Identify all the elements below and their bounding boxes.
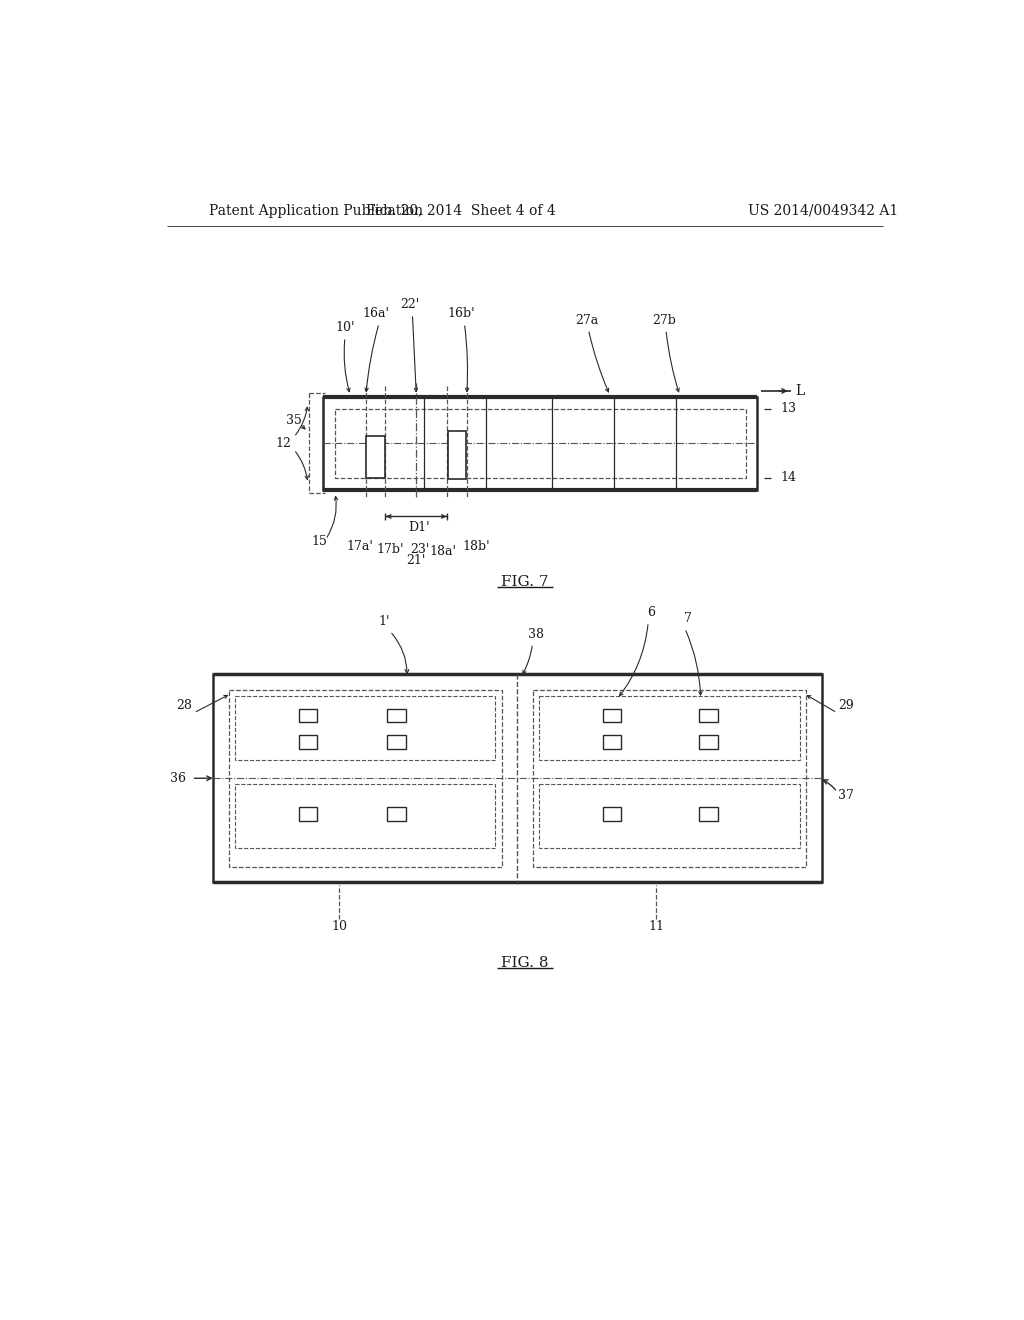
Text: 28: 28 xyxy=(176,698,191,711)
Text: D1': D1' xyxy=(409,520,430,533)
Text: 6: 6 xyxy=(647,606,655,619)
Bar xyxy=(539,696,800,759)
Text: 22': 22' xyxy=(400,298,420,312)
Bar xyxy=(234,696,496,759)
Bar xyxy=(699,807,718,821)
Bar xyxy=(602,807,622,821)
Text: 23': 23' xyxy=(411,543,430,556)
Text: 36: 36 xyxy=(170,772,186,785)
Text: 35: 35 xyxy=(286,413,302,426)
Text: Feb. 20, 2014  Sheet 4 of 4: Feb. 20, 2014 Sheet 4 of 4 xyxy=(367,203,556,218)
Text: 12: 12 xyxy=(275,437,291,450)
Bar xyxy=(299,709,317,722)
Bar xyxy=(299,735,317,750)
Text: FIG. 7: FIG. 7 xyxy=(501,576,549,589)
Bar xyxy=(228,689,502,867)
Text: Patent Application Publication: Patent Application Publication xyxy=(209,203,424,218)
Text: 10: 10 xyxy=(331,920,347,933)
Text: FIG. 8: FIG. 8 xyxy=(501,956,549,970)
Bar xyxy=(213,675,821,882)
Bar xyxy=(387,735,406,750)
Text: 18b': 18b' xyxy=(462,540,489,553)
Text: 37: 37 xyxy=(839,788,854,801)
Text: 13: 13 xyxy=(780,403,797,416)
Bar xyxy=(299,807,317,821)
Text: 17a': 17a' xyxy=(346,540,373,553)
Text: 18a': 18a' xyxy=(430,545,457,557)
Text: 11: 11 xyxy=(648,920,665,933)
Text: 14: 14 xyxy=(780,471,797,484)
Bar xyxy=(602,709,622,722)
Bar xyxy=(449,430,466,479)
Text: 29: 29 xyxy=(839,698,854,711)
Text: 38: 38 xyxy=(528,628,545,640)
Text: 10': 10' xyxy=(335,321,354,334)
Bar xyxy=(532,689,806,867)
Text: 27b: 27b xyxy=(652,314,676,326)
Bar xyxy=(699,709,718,722)
Text: 16a': 16a' xyxy=(362,308,389,321)
Text: L: L xyxy=(796,384,805,397)
Text: 1': 1' xyxy=(378,615,389,628)
Bar xyxy=(335,409,745,478)
Bar xyxy=(387,709,406,722)
Bar xyxy=(539,784,800,849)
Text: 27a: 27a xyxy=(575,314,598,326)
Bar xyxy=(234,784,496,849)
Bar xyxy=(324,397,758,490)
Text: US 2014/0049342 A1: US 2014/0049342 A1 xyxy=(748,203,898,218)
Text: 17b': 17b' xyxy=(376,543,403,556)
Text: 15: 15 xyxy=(311,536,328,548)
Text: 7: 7 xyxy=(684,612,692,626)
Bar xyxy=(366,436,385,478)
Bar xyxy=(387,807,406,821)
Text: 16b': 16b' xyxy=(447,308,475,321)
Bar xyxy=(699,735,718,750)
Bar xyxy=(602,735,622,750)
Text: 21': 21' xyxy=(407,554,426,566)
